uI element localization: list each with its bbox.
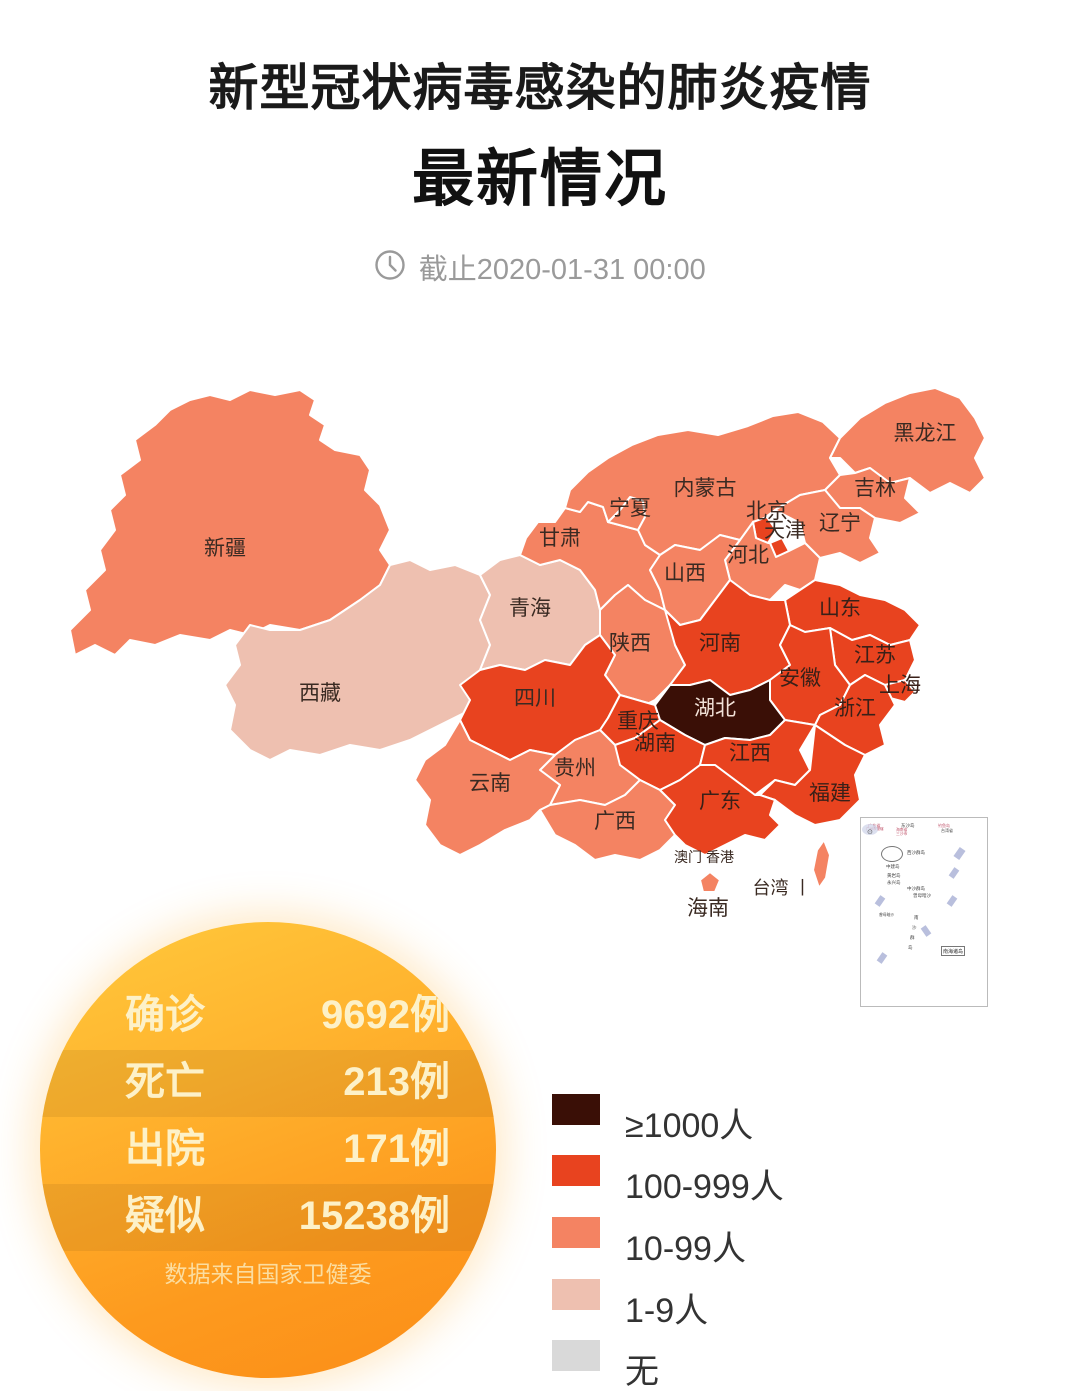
svg-text:湖南: 湖南 — [634, 732, 676, 755]
svg-text:湖北: 湖北 — [694, 697, 736, 720]
svg-text:浙江: 浙江 — [834, 697, 876, 720]
svg-text:山东: 山东 — [819, 597, 861, 620]
svg-text:河北: 河北 — [727, 544, 769, 567]
svg-text:澳门: 澳门 — [674, 849, 702, 865]
svg-text:安徽: 安徽 — [779, 667, 821, 690]
svg-text:青海: 青海 — [509, 597, 551, 620]
svg-text:福建: 福建 — [809, 782, 851, 805]
svg-text:贵州: 贵州 — [554, 757, 596, 780]
svg-text:甘肃: 甘肃 — [539, 527, 581, 550]
svg-text:宁夏: 宁夏 — [609, 497, 651, 520]
svg-text:内蒙古: 内蒙古 — [674, 477, 737, 500]
svg-text:海南: 海南 — [687, 897, 729, 920]
svg-text:辽宁: 辽宁 — [819, 512, 861, 535]
svg-text:上海: 上海 — [879, 674, 921, 697]
svg-text:江苏: 江苏 — [854, 644, 896, 667]
svg-text:吉林: 吉林 — [854, 477, 896, 500]
svg-text:香港: 香港 — [706, 849, 734, 865]
svg-text:山西: 山西 — [664, 562, 706, 585]
svg-text:陕西: 陕西 — [609, 632, 651, 655]
svg-text:新疆: 新疆 — [204, 537, 246, 560]
svg-text:广东: 广东 — [699, 790, 741, 813]
svg-text:四川: 四川 — [514, 687, 556, 710]
svg-text:河南: 河南 — [699, 632, 741, 655]
svg-text:西藏: 西藏 — [299, 682, 341, 705]
svg-text:江西: 江西 — [729, 742, 771, 765]
svg-text:台湾 丨: 台湾 丨 — [752, 878, 811, 898]
svg-text:黑龙江: 黑龙江 — [894, 422, 957, 445]
svg-text:重庆: 重庆 — [617, 710, 659, 733]
svg-text:天津: 天津 — [764, 519, 806, 542]
svg-text:广西: 广西 — [594, 810, 636, 833]
svg-text:云南: 云南 — [469, 772, 511, 795]
